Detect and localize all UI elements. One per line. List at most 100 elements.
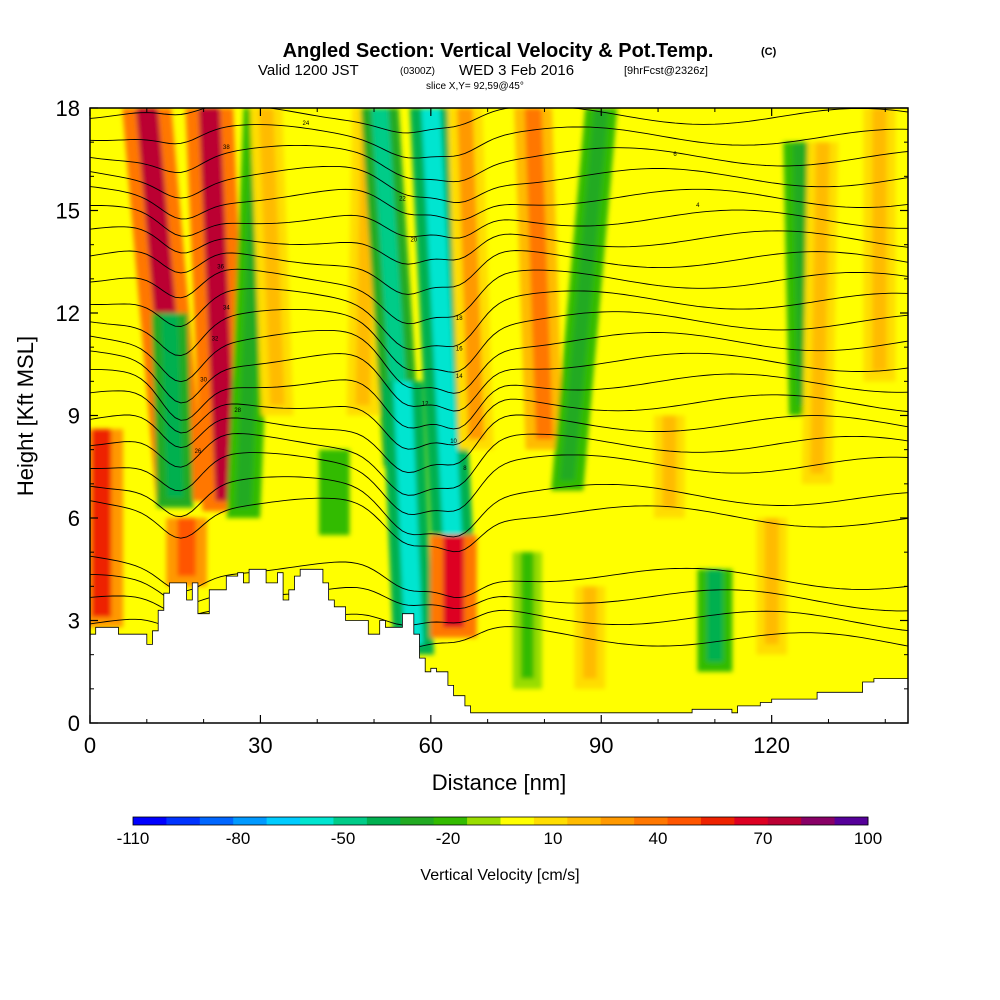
x-tick-label: 90 <box>589 733 613 758</box>
plot-area: 38 36 34 32 30 28 26 24 22 20 18 16 14 12 10 8 6 4 <box>90 108 908 723</box>
colorbar-tick-label: 100 <box>854 829 882 848</box>
colorbar-swatch <box>667 817 702 825</box>
colorbar-tick-label: 40 <box>649 829 668 848</box>
x-tick-label: 120 <box>753 733 790 758</box>
velocity-plume-core <box>371 108 411 457</box>
velocity-plume-core <box>161 313 184 498</box>
colorbar-label: Vertical Velocity [cm/s] <box>420 867 579 884</box>
theta-contours: 38 36 34 32 30 28 26 24 22 20 18 16 14 12 10 8 6 4 <box>90 108 908 650</box>
x-axis-label: Distance [nm] <box>432 770 567 795</box>
colorbar-swatch <box>366 817 401 825</box>
colorbar-tick-label: -20 <box>436 829 461 848</box>
velocity-plume-core <box>393 381 423 645</box>
colorbar-swatch <box>233 817 268 825</box>
y-tick-label: 3 <box>68 609 80 634</box>
theta-contour <box>90 226 908 265</box>
colorbar-swatch <box>166 817 201 825</box>
velocity-plume-core <box>443 535 464 628</box>
colorbar-tick-label: -110 <box>117 829 150 848</box>
velocity-plume-core <box>91 429 112 618</box>
colorbar-swatch <box>500 817 535 825</box>
colorbar-swatch <box>300 817 334 825</box>
theta-contour <box>90 165 908 203</box>
velocity-plume-core <box>764 518 779 645</box>
velocity-plume-core <box>327 449 342 525</box>
colorbar-swatch <box>400 817 435 825</box>
colorbar-tick-label: 10 <box>544 829 563 848</box>
theta-contour <box>90 108 908 134</box>
x-tick-label: 0 <box>84 733 96 758</box>
theta-contour-label: 30 <box>200 377 207 383</box>
theta-contour <box>90 186 908 221</box>
velocity-plume-core <box>520 552 534 679</box>
theta-contour-label: 34 <box>223 306 230 312</box>
colorbar-frame <box>132 816 869 826</box>
colorbar-tick-label: -50 <box>331 829 356 848</box>
velocity-plume-core <box>872 108 887 372</box>
theta-contour <box>90 288 908 350</box>
colorbar-swatch <box>801 817 836 825</box>
theta-contour-label: 14 <box>456 374 463 380</box>
colorbar-tick-label: -80 <box>226 829 251 848</box>
colorbar-swatch <box>467 817 501 825</box>
slice-info: slice X,Y= 92,59@45° <box>426 81 524 92</box>
colorbar-swatch <box>199 817 234 825</box>
x-axis-ticks: 0 30 60 90 120 <box>84 108 886 758</box>
velocity-plume-core <box>662 415 677 508</box>
colorbar-swatch <box>834 817 869 825</box>
velocity-plume-core <box>258 108 285 406</box>
y-tick-label: 9 <box>68 404 80 429</box>
theta-contour-label: 38 <box>223 145 230 151</box>
colorbar-swatch <box>433 817 468 825</box>
theta-contour <box>90 308 908 373</box>
chart-title: Angled Section: Vertical Velocity & Pot.… <box>283 40 714 62</box>
valid-time-utc: (0300Z) <box>400 66 435 77</box>
colorbar-swatch <box>333 817 368 825</box>
theta-contour-label: 12 <box>422 401 429 407</box>
theta-contour <box>90 414 908 474</box>
colorbar-tick-label: 70 <box>754 829 773 848</box>
velocity-plume-core <box>198 108 238 501</box>
velocity-plume-core <box>457 108 485 440</box>
colorbar-swatch <box>734 817 769 825</box>
valid-time: Valid 1200 JST <box>258 62 359 79</box>
theta-contour-label: 16 <box>456 347 463 353</box>
colorbar-swatch <box>600 817 635 825</box>
theta-contour-label: 26 <box>195 449 202 455</box>
y-tick-label: 18 <box>56 96 80 121</box>
terrain <box>90 569 908 723</box>
y-tick-label: 0 <box>68 711 80 736</box>
y-tick-label: 6 <box>68 506 80 531</box>
colorbar-swatch <box>767 817 802 825</box>
theta-contour <box>90 452 908 516</box>
x-tick-label: 60 <box>419 733 443 758</box>
colorbar-swatch <box>533 817 568 825</box>
theta-contour <box>90 144 908 183</box>
theta-contour <box>90 390 908 450</box>
theta-contour <box>90 497 908 553</box>
theta-contour-label: 20 <box>410 237 417 243</box>
colorbar-swatch <box>133 817 167 825</box>
theta-contour <box>90 250 908 295</box>
colorbar-swatch <box>567 817 602 825</box>
theta-contour <box>90 329 908 394</box>
theta-contour-label: 6 <box>673 152 677 158</box>
theta-contour-label: 32 <box>212 336 219 342</box>
chart-title-unit: (C) <box>761 46 777 58</box>
theta-contour <box>90 350 908 412</box>
theta-contour <box>90 368 908 430</box>
theta-contour-label: 8 <box>463 466 467 472</box>
theta-contour <box>90 124 908 159</box>
y-axis-label: Height [Kft MSL] <box>13 336 38 496</box>
theta-contour-label: 4 <box>696 203 700 209</box>
theta-contour-label: 22 <box>399 196 406 202</box>
theta-contour <box>90 433 908 496</box>
theta-contour <box>90 268 908 325</box>
velocity-plume-core <box>177 518 196 577</box>
velocity-field <box>90 108 896 689</box>
theta-contour <box>90 204 908 239</box>
theta-contour <box>90 555 908 599</box>
colorbar-swatch <box>700 817 735 825</box>
